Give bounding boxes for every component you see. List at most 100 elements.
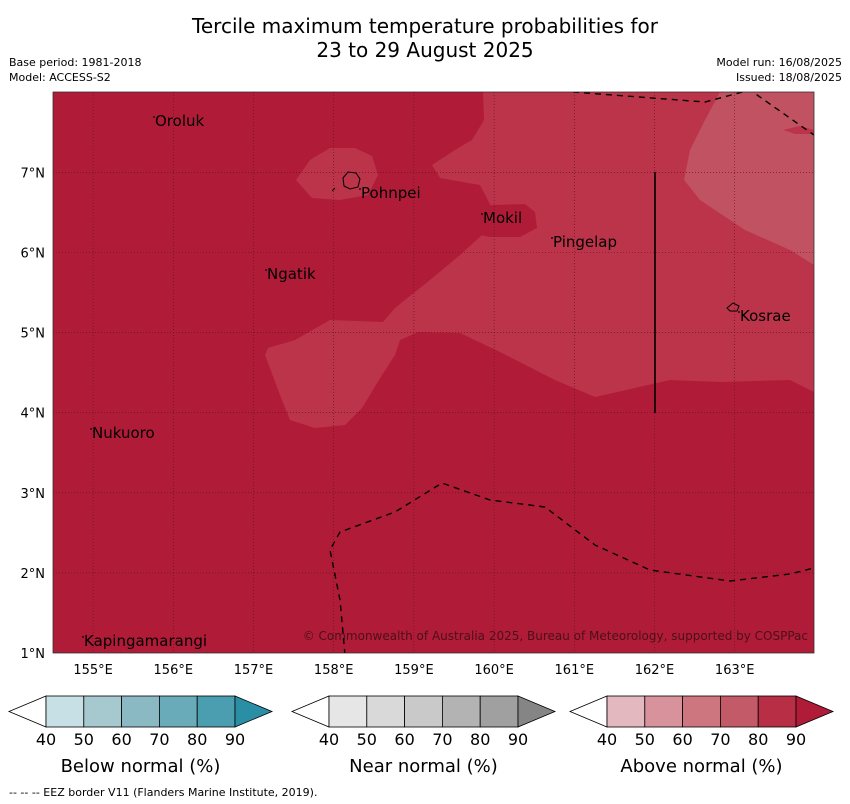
- colorbar-over-triangle: [234, 695, 274, 728]
- colorbar-segment: [479, 695, 519, 728]
- lat-tick-label: 2°N: [21, 567, 46, 582]
- lat-tick-label: 5°N: [21, 327, 46, 342]
- eez-border-north: [572, 92, 814, 136]
- meta-left: Base period: 1981-2018 Model: ACCESS-S2: [9, 55, 141, 85]
- meta-right: Model run: 16/08/2025 Issued: 18/08/2025: [716, 55, 842, 85]
- lon-tick-label: 158°E: [314, 663, 354, 678]
- place-label-pingelap: Pingelap: [553, 233, 617, 251]
- place-marker: [359, 188, 361, 190]
- colorbar-segment: [441, 695, 481, 728]
- colorbar-tick-label: 60: [394, 730, 414, 749]
- colorbar-tick-label: 40: [319, 730, 339, 749]
- lat-tick-label: 4°N: [21, 407, 46, 422]
- colorbar-under-triangle: [7, 695, 47, 728]
- above-80-region: [265, 92, 814, 428]
- above-70-region: [684, 92, 814, 265]
- colorbar-2: 40 50 60 70 80 90 Near normal (%): [290, 695, 557, 777]
- colorbar-segment: [196, 695, 236, 728]
- colorbar-segment: [757, 695, 797, 728]
- place-labels: Oroluk Pohnpei Mokil Pingelap Ngatik Kosrae Nu…: [82, 112, 791, 650]
- colorbar-segment: [328, 695, 368, 728]
- title-line-1: Tercile maximum temperature probabilitie…: [192, 14, 658, 38]
- colorbar-tick-label: 90: [508, 730, 528, 749]
- map-frame: [52, 91, 815, 654]
- lon-tick-label: 161°E: [555, 663, 595, 678]
- copyright-text: © Commonwealth of Australia 2025, Bureau…: [303, 629, 808, 643]
- title-line-2: 23 to 29 August 2025: [316, 38, 534, 62]
- colorbar-segment: [366, 695, 405, 728]
- colorbar-tick-label: 80: [470, 730, 490, 749]
- lon-tick-label: 155°E: [73, 663, 113, 678]
- graticule: [53, 92, 814, 653]
- colorbar-segment: [606, 695, 646, 728]
- colorbar-tick-label: 40: [597, 730, 617, 749]
- colorbar-label: Above normal (%): [620, 756, 782, 777]
- place-marker: [738, 311, 740, 313]
- colorbar-tick-label: 80: [748, 730, 768, 749]
- place-marker: [90, 428, 92, 430]
- colorbar-label: Near normal (%): [349, 756, 498, 777]
- eez-borders: [329, 92, 814, 653]
- colorbar-tick-label: 70: [710, 730, 730, 749]
- lat-tick-label: 1°N: [21, 647, 46, 662]
- colorbar-tick-label: 90: [225, 730, 245, 749]
- colorbar-segment: [158, 695, 198, 728]
- place-label-ngatik: Ngatik: [267, 265, 316, 283]
- lat-tick-label: 3°N: [21, 487, 46, 502]
- lon-tick-label: 157°E: [234, 663, 274, 678]
- colorbar-segment: [83, 695, 123, 728]
- colorbar-tick-label: 50: [635, 730, 655, 749]
- colorbar-tick-label: 80: [187, 730, 207, 749]
- place-label-oroluk: Oroluk: [155, 112, 204, 130]
- colorbar-tick-label: 50: [357, 730, 377, 749]
- lon-tick-label: 160°E: [474, 663, 514, 678]
- lon-tick-label: 159°E: [394, 663, 434, 678]
- lon-tick-label: 156°E: [154, 663, 194, 678]
- place-marker: [82, 636, 84, 638]
- lon-tick-label: 163°E: [715, 663, 755, 678]
- colorbar-label: Below normal (%): [61, 756, 221, 777]
- colorbar-segment: [644, 695, 683, 728]
- colorbar-segment: [45, 695, 85, 728]
- pohnpei-outline: [342, 171, 361, 190]
- colorbar-under-triangle: [568, 695, 608, 728]
- map-title: Tercile maximum temperature probabilitie…: [0, 14, 850, 62]
- place-marker: [153, 116, 155, 118]
- colorbar-segment: [720, 695, 759, 728]
- place-label-kosrae: Kosrae: [740, 307, 791, 325]
- lat-tick-label: 7°N: [21, 166, 46, 181]
- colorbar-under-triangle: [290, 695, 330, 728]
- colorbar-over-triangle: [795, 695, 835, 728]
- lon-tick-label: 162°E: [635, 663, 675, 678]
- model-run: Model run: 16/08/2025: [716, 56, 842, 69]
- place-label-pohnpei: Pohnpei: [361, 184, 421, 202]
- island-outlines: [331, 171, 740, 312]
- base-period: Base period: 1981-2018: [9, 56, 142, 69]
- place-marker: [481, 213, 483, 215]
- colorbar-over-triangle: [517, 695, 557, 728]
- kosrae-outline: [726, 302, 740, 312]
- place-label-mokil: Mokil: [483, 209, 522, 227]
- eez-footnote: -- -- -- EEZ border V11 (Flanders Marine…: [9, 786, 318, 799]
- above-80-corner-patch: [783, 126, 814, 134]
- axis-ticks: 155°E 156°E 157°E 158°E 159°E 160°E 161°E 162°E…: [21, 166, 755, 678]
- mokil-patch: [465, 204, 537, 237]
- model-name: Model: ACCESS-S2: [9, 71, 111, 84]
- ant-atoll-marker: [331, 187, 336, 192]
- colorbar-tick-label: 60: [672, 730, 692, 749]
- place-label-kapingamarangi: Kapingamarangi: [84, 632, 207, 650]
- place-marker: [551, 237, 553, 239]
- colorbar-tick-label: 40: [36, 730, 56, 749]
- place-marker: [265, 269, 267, 271]
- issued-date: Issued: 18/08/2025: [735, 71, 842, 84]
- colorbar-segment: [404, 695, 443, 728]
- map-field: [53, 92, 814, 653]
- colorbar-segment: [121, 695, 160, 728]
- eez-border-south: [329, 482, 814, 653]
- lat-tick-label: 6°N: [21, 247, 46, 262]
- place-label-nukuoro: Nukuoro: [92, 424, 155, 442]
